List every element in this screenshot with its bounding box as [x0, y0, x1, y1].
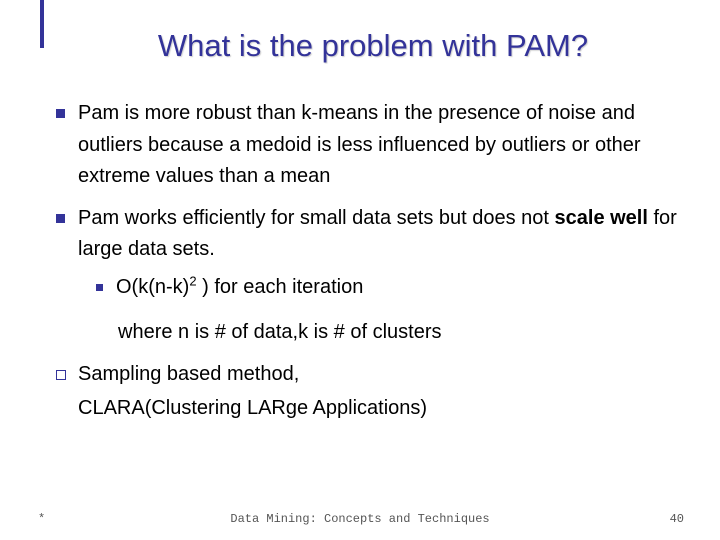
bullet-continuation: CLARA(Clustering LARge Applications) — [78, 393, 680, 423]
bullet-list: Pam is more robust than k-means in the p… — [56, 98, 680, 423]
bullet-text: Pam is more robust than k-means in the p… — [78, 102, 641, 187]
slide: What is the problem with PAM? Pam is mor… — [0, 0, 720, 540]
footer: * Data Mining: Concepts and Techniques 4… — [0, 512, 720, 526]
bullet-text: Pam works efficiently for small data set… — [78, 207, 677, 261]
sub-text: O(k(n-k)2 ) for each iteration — [116, 276, 363, 298]
sub-item: O(k(n-k)2 ) for each iteration where n i… — [96, 272, 680, 347]
slide-number: 40 — [670, 512, 684, 526]
bullet-text: Sampling based method, — [78, 363, 299, 385]
sub-continuation: where n is # of data,k is # of clusters — [118, 317, 680, 347]
footer-center: Data Mining: Concepts and Techniques — [0, 512, 720, 526]
accent-bar — [40, 0, 44, 48]
sub-list: O(k(n-k)2 ) for each iteration where n i… — [96, 272, 680, 347]
bullet-item: Pam is more robust than k-means in the p… — [56, 98, 680, 193]
footer-left: * — [38, 512, 45, 526]
bullet-item: Pam works efficiently for small data set… — [56, 203, 680, 347]
bullet-item: Sampling based method, CLARA(Clustering … — [56, 359, 680, 423]
slide-title: What is the problem with PAM? — [56, 28, 680, 64]
